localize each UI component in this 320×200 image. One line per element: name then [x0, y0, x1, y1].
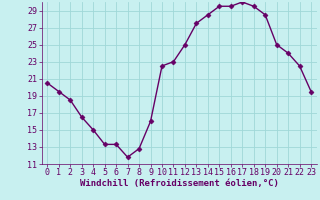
- X-axis label: Windchill (Refroidissement éolien,°C): Windchill (Refroidissement éolien,°C): [80, 179, 279, 188]
